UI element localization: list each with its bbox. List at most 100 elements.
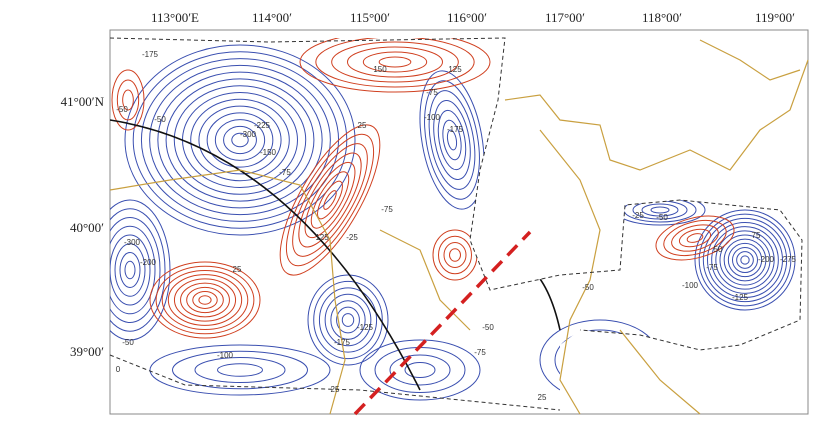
latitude-label: 40°00′ (70, 220, 104, 235)
contour (362, 51, 428, 73)
contour (727, 242, 763, 278)
contour-label: -100 (682, 281, 699, 290)
contour-label: -50 (116, 105, 128, 114)
contour (323, 190, 337, 210)
contour (149, 344, 331, 396)
map-frame (109, 29, 809, 415)
contour (324, 293, 372, 347)
contour (732, 247, 758, 273)
longitude-label: 119°00′ (755, 10, 795, 25)
contour (161, 269, 249, 331)
contour (419, 70, 485, 210)
contour-label: -300 (240, 130, 257, 139)
contour (310, 171, 350, 229)
contour (124, 44, 356, 236)
contour (172, 350, 308, 390)
contour (389, 354, 451, 386)
contour (317, 180, 343, 220)
contour-label: -175 (334, 338, 351, 347)
contour (167, 274, 243, 326)
contour-label: 0 (116, 365, 121, 374)
contour (217, 363, 263, 377)
contour (736, 251, 754, 269)
latitude-label: 41°00′N (61, 94, 105, 109)
contour-label: -50 (482, 323, 494, 332)
contour (186, 286, 224, 314)
contour (173, 278, 237, 322)
contour (443, 242, 467, 268)
contour-label: -300 (124, 238, 141, 247)
contour (110, 208, 166, 332)
contour (715, 230, 775, 290)
contour-label: 25 (538, 393, 547, 402)
contour-label: -75 (474, 348, 486, 357)
contour (341, 313, 355, 327)
contour (231, 132, 249, 148)
contour (192, 291, 218, 309)
contour-label: 125 (448, 65, 462, 74)
contour (707, 222, 783, 298)
contour-label: 25 (358, 121, 367, 130)
contour-label: 25 (233, 265, 242, 274)
labels: 113°00′E 114°00′ 115°00′ 116°00′ 117°00′ 118°… (61, 10, 797, 402)
contour (331, 41, 459, 83)
contour (111, 69, 145, 131)
contour-label: -225 (254, 121, 271, 130)
latitude-label: 39°00′ (70, 344, 104, 359)
contour (641, 203, 679, 217)
contour (336, 306, 360, 334)
contour (428, 90, 476, 190)
contour (313, 280, 383, 360)
fault-line (353, 230, 532, 416)
boundaries (109, 39, 809, 415)
contour (119, 252, 141, 288)
contour (206, 112, 274, 168)
contour-label: -50 (122, 338, 134, 347)
contour (378, 56, 412, 68)
contour (315, 38, 475, 88)
contour (330, 300, 366, 340)
contour (304, 161, 356, 239)
contour (180, 282, 230, 318)
contour (686, 233, 704, 243)
contour (198, 295, 212, 305)
longitude-label: 118°00′ (642, 10, 682, 25)
contour (446, 129, 458, 151)
contour (292, 143, 368, 257)
contour-label: -25 (632, 211, 644, 220)
contour-label: 125 (315, 233, 329, 242)
contour (157, 71, 323, 209)
contour (155, 265, 255, 335)
contour-label: 150 (373, 65, 387, 74)
contour-label: -175 (142, 50, 159, 59)
longitude-label: 116°00′ (447, 10, 487, 25)
contour (190, 98, 290, 182)
contour-label: -100 (217, 351, 234, 360)
contour (740, 255, 750, 265)
contour-label: -75 (426, 88, 438, 97)
contour (223, 125, 257, 155)
contour-label: -150 (260, 148, 277, 157)
contour (194, 357, 286, 383)
contour (122, 89, 134, 111)
contour (663, 219, 727, 257)
contour-label: -200 (140, 258, 157, 267)
contour (285, 133, 375, 267)
contour (655, 215, 735, 261)
contour (404, 362, 436, 378)
contour-label: -125 (732, 293, 749, 302)
contour (433, 99, 471, 181)
contour (711, 226, 779, 294)
contour (424, 80, 480, 200)
contour (698, 213, 792, 307)
contour-label: -50 (154, 115, 166, 124)
contour (694, 209, 796, 311)
contour-label: -175 (447, 125, 464, 134)
contour-label: -75 (706, 263, 718, 272)
contour (449, 248, 461, 262)
longitude-label: 117°00′ (545, 10, 585, 25)
contour (149, 261, 261, 339)
contour-label: 50 (714, 245, 723, 254)
contour (114, 243, 146, 297)
contour (702, 217, 788, 303)
